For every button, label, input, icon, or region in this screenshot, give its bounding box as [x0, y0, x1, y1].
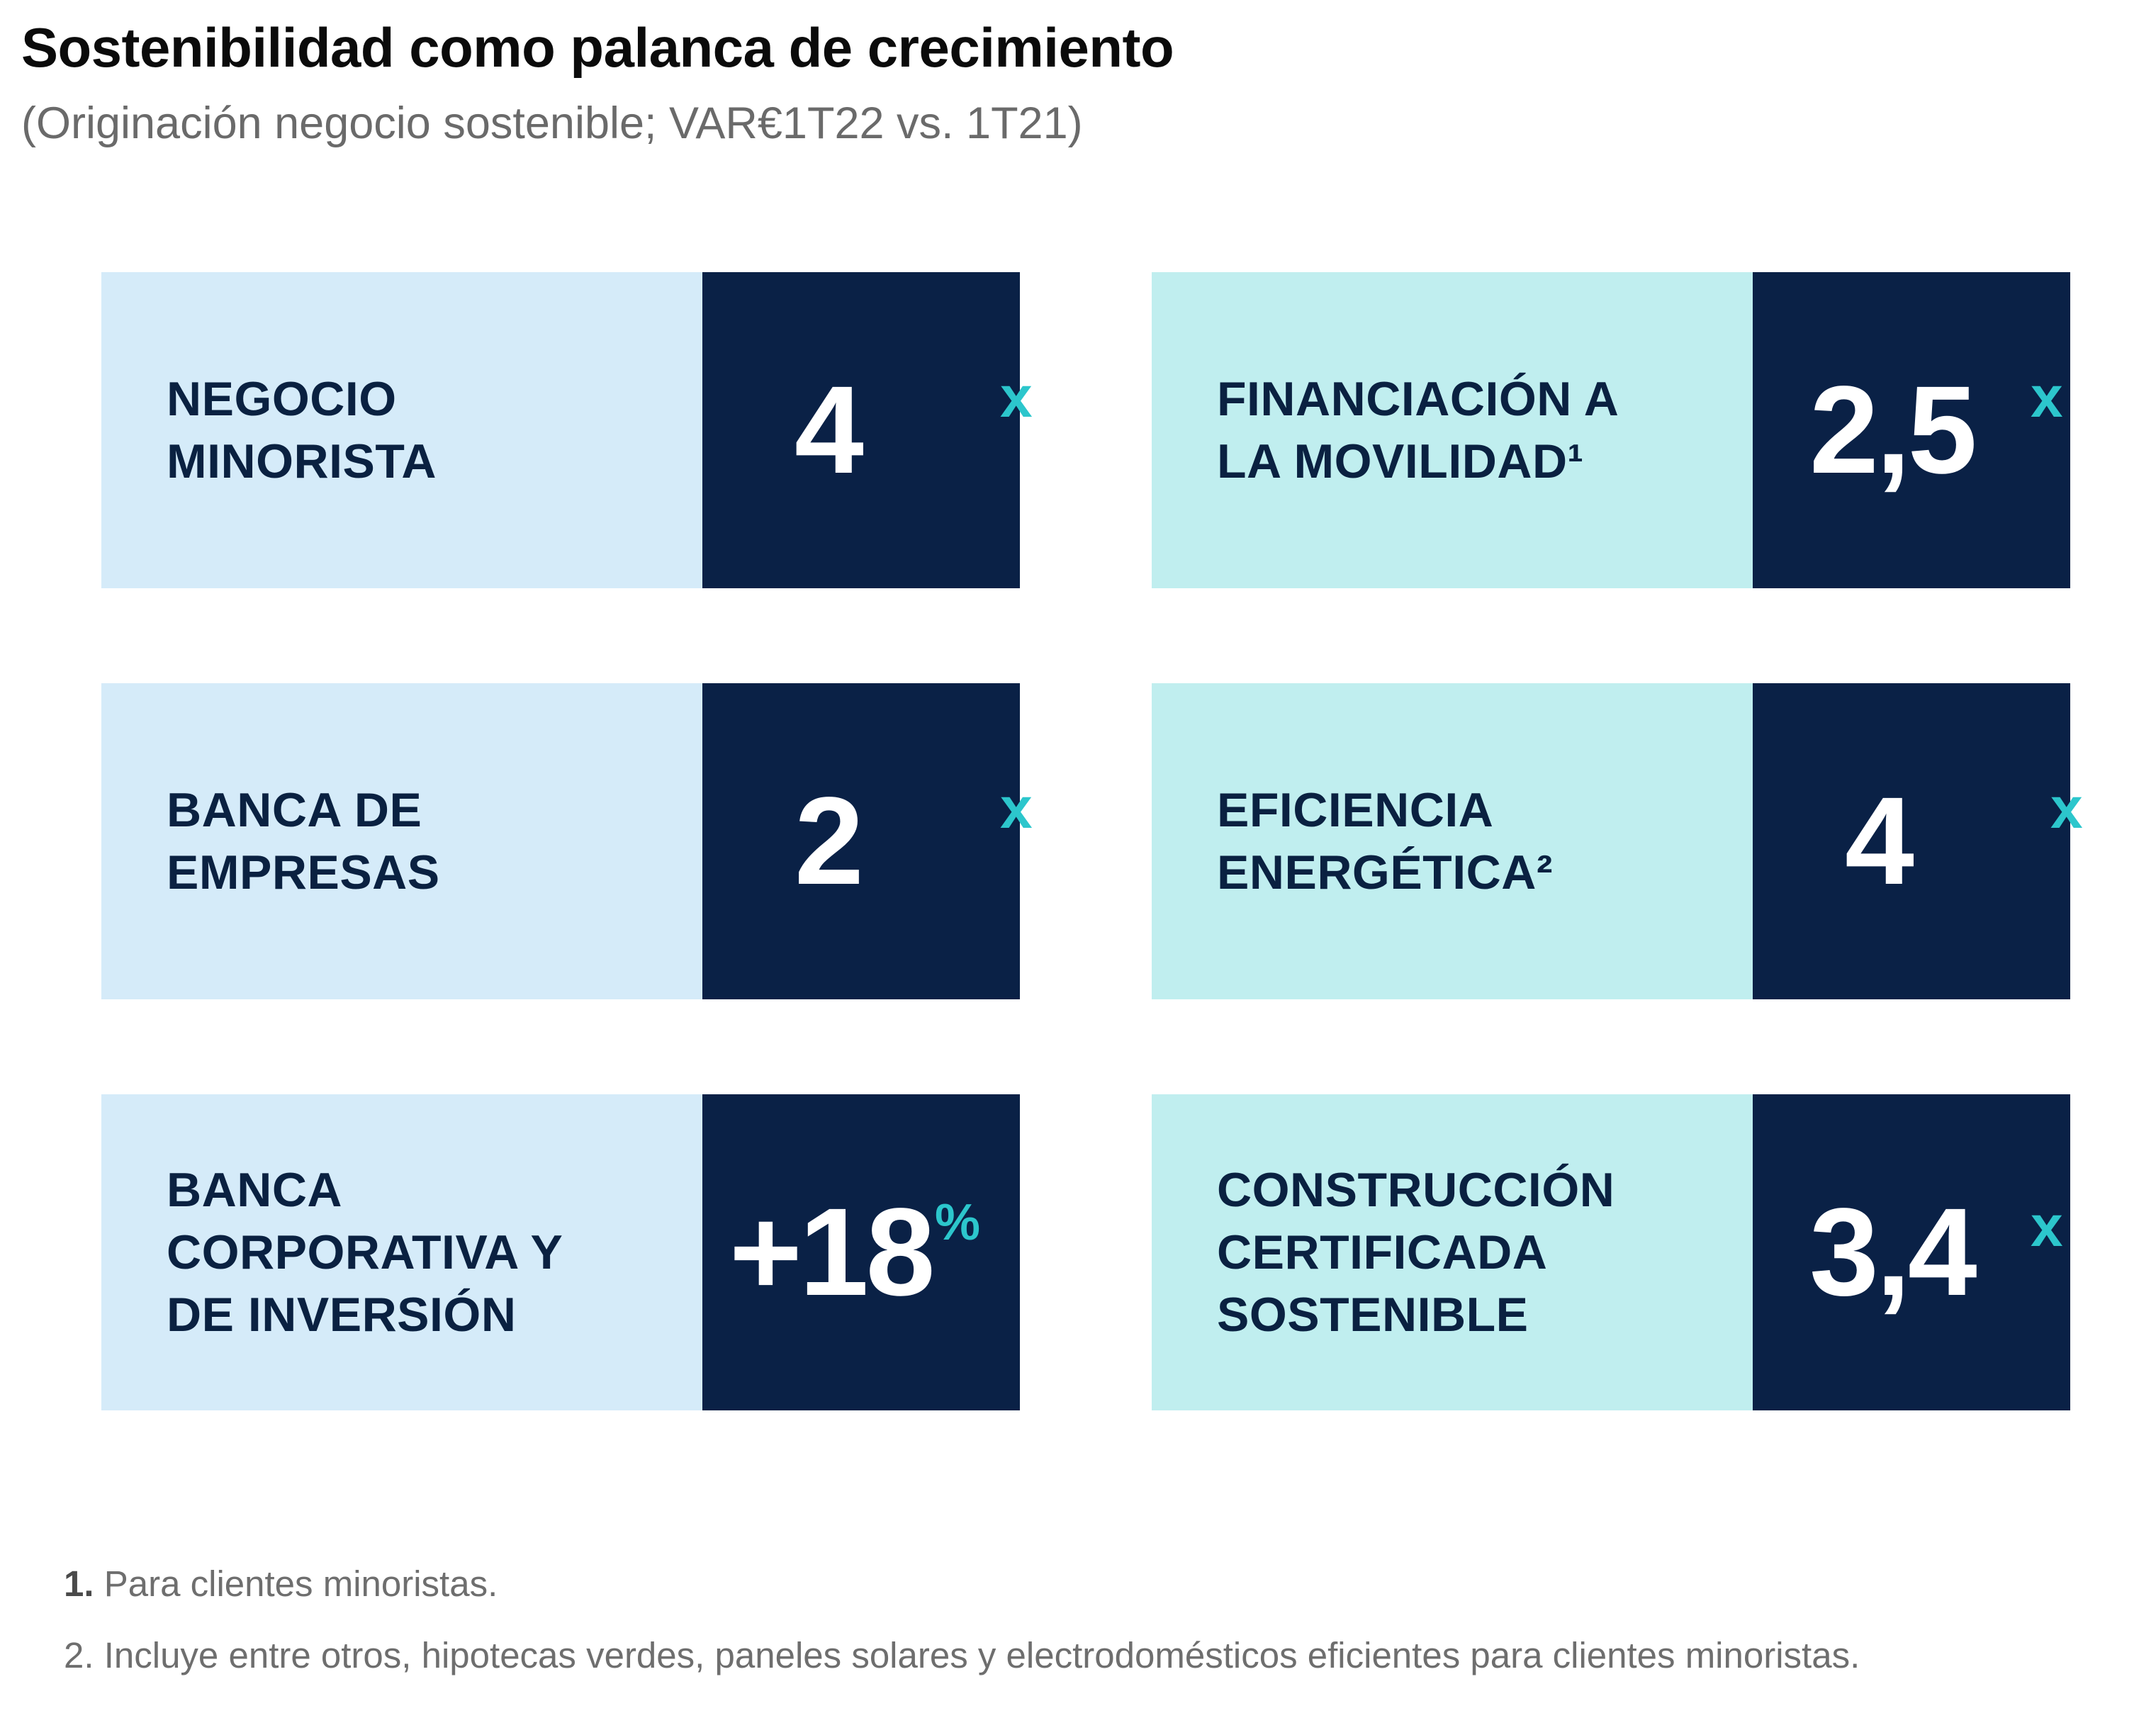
card-value-box: 4 x: [702, 272, 1033, 588]
card-banca-empresas: BANCA DE EMPRESAS 2 x: [101, 683, 1033, 999]
card-label: EFICIENCIA ENERGÉTICA²: [1217, 783, 1553, 899]
card-unit: x: [1000, 365, 1033, 429]
footnote-1-text: Para clientes minoristas.: [94, 1563, 498, 1604]
card-label: BANCA DE EMPRESAS: [167, 783, 440, 899]
card-label: CONSTRUCCIÓN CERTIFICADA SOSTENIBLE: [1217, 1163, 1615, 1342]
card-label-box: FINANCIACIÓN A LA MOVILIDAD¹: [1152, 272, 1753, 588]
footnote-1-number: 1.: [64, 1563, 94, 1604]
card-label: BANCA CORPORATIVA Y DE INVERSIÓN: [167, 1163, 563, 1342]
card-label-box: EFICIENCIA ENERGÉTICA²: [1152, 683, 1753, 999]
card-eficiencia-energetica: EFICIENCIA ENERGÉTICA² 4 x: [1152, 683, 2083, 999]
card-value: 2,5: [1809, 361, 1977, 500]
card-label: FINANCIACIÓN A LA MOVILIDAD¹: [1217, 372, 1619, 488]
card-unit: x: [2050, 776, 2083, 841]
footnote-1: 1. Para clientes minoristas.: [64, 1563, 498, 1605]
card-value: +18: [729, 1183, 936, 1322]
card-value-box: 3,4 x: [1753, 1094, 2070, 1410]
card-label-box: BANCA DE EMPRESAS: [101, 683, 702, 999]
card-value-box: +18 %: [702, 1094, 1020, 1410]
card-value-box: 4 x: [1753, 683, 2083, 999]
card-negocio-minorista: NEGOCIO MINORISTA 4 x: [101, 272, 1033, 588]
card-unit: x: [1000, 776, 1033, 841]
card-banca-corporativa: BANCA CORPORATIVA Y DE INVERSIÓN +18 %: [101, 1094, 1020, 1410]
card-value-box: 2 x: [702, 683, 1033, 999]
card-construccion-certificada: CONSTRUCCIÓN CERTIFICADA SOSTENIBLE 3,4 …: [1152, 1094, 2070, 1410]
card-financiacion-movilidad: FINANCIACIÓN A LA MOVILIDAD¹ 2,5 x: [1152, 272, 2070, 588]
chart-title: Sostenibilidad como palanca de crecimien…: [21, 16, 1174, 79]
card-label-box: BANCA CORPORATIVA Y DE INVERSIÓN: [101, 1094, 702, 1410]
card-unit: %: [935, 1194, 981, 1251]
card-value: 2: [795, 772, 864, 911]
card-value: 4: [795, 361, 864, 500]
card-label: NEGOCIO MINORISTA: [167, 372, 437, 488]
card-label-box: NEGOCIO MINORISTA: [101, 272, 702, 588]
footnote-2: 2. Incluye entre otros, hipotecas verdes…: [64, 1635, 1860, 1675]
card-value: 4: [1845, 772, 1914, 911]
card-unit: x: [2031, 1194, 2063, 1259]
card-value: 3,4: [1809, 1183, 1977, 1322]
card-value-box: 2,5 x: [1753, 272, 2070, 588]
card-unit: x: [2031, 365, 2063, 429]
chart-subtitle: (Originación negocio sostenible; VAR€1T2…: [21, 99, 1083, 148]
card-label-box: CONSTRUCCIÓN CERTIFICADA SOSTENIBLE: [1152, 1094, 1753, 1410]
